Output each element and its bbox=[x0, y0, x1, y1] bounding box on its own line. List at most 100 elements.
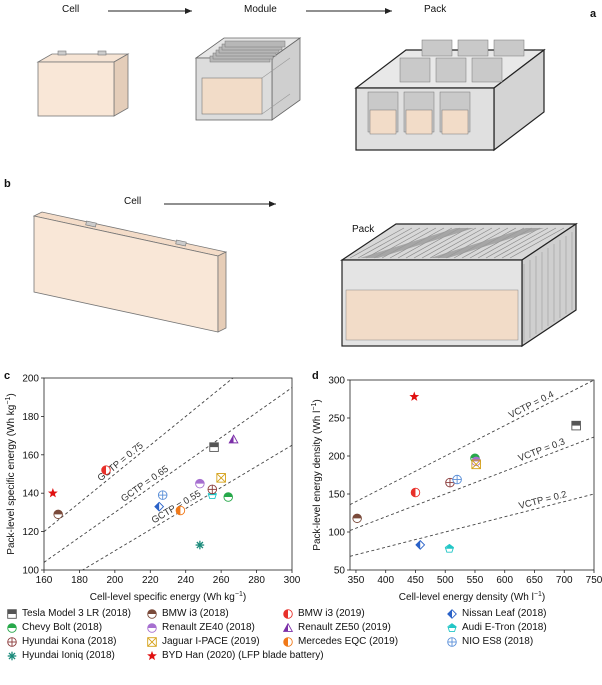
legend-item-byd-han-2020-lfp-blade-battery: BYD Han (2020) (LFP blade battery) bbox=[146, 650, 324, 662]
chart-c-point-renault-ze50-2019 bbox=[228, 434, 239, 444]
legend-item-tesla-model-3-lr-2018: Tesla Model 3 LR (2018) bbox=[6, 608, 131, 620]
legend-marker-icon bbox=[7, 637, 17, 647]
chart-c-xtick-label: 300 bbox=[284, 575, 300, 586]
chart-c-xtick-label: 220 bbox=[142, 575, 159, 586]
legend-marker-icon bbox=[447, 609, 457, 619]
chart-d-xtick-label: 550 bbox=[467, 575, 484, 586]
module-illustration-a bbox=[194, 37, 302, 121]
chart-c-xtick-label: 180 bbox=[71, 575, 88, 586]
blade-cell-illustration-b bbox=[32, 211, 228, 333]
chart-d-xtick-label: 350 bbox=[348, 575, 365, 586]
blade-pack-illustration-b bbox=[340, 222, 578, 348]
pack-illustration-a bbox=[354, 39, 546, 152]
legend-marker-icon bbox=[7, 623, 17, 633]
chart-c-xtick-label: 160 bbox=[36, 575, 53, 586]
chart-d-xtick-label: 450 bbox=[407, 575, 424, 586]
legend-marker-icon bbox=[147, 650, 157, 661]
legend-item-jaguar-i-pace-2019: Jaguar I-PACE (2019) bbox=[146, 636, 260, 648]
legend-label: Jaguar I-PACE (2019) bbox=[162, 636, 260, 647]
chart-c-point-jaguar-i-pace-2019 bbox=[216, 473, 226, 483]
chart-c-point-mercedes-eqc-2019 bbox=[175, 505, 186, 516]
legend-label: BMW i3 (2018) bbox=[162, 608, 229, 619]
chart-c-point-chevy-bolt-2018 bbox=[223, 492, 233, 502]
legend-label: BYD Han (2020) (LFP blade battery) bbox=[162, 650, 324, 661]
panel-label-c: c bbox=[4, 370, 11, 382]
chart-d-ytick-label: 250 bbox=[328, 414, 345, 425]
chart-c-point-bmw-i3-2019 bbox=[101, 465, 111, 475]
chart-d-ytick-label: 50 bbox=[334, 566, 346, 577]
chart-d-point-audi-e-tron-2018 bbox=[444, 543, 455, 553]
chart-d-ytick-label: 150 bbox=[328, 490, 345, 501]
chart-d-xlabel: Cell-level energy density (Wh l−1) bbox=[399, 591, 545, 603]
legend-item-mercedes-eqc-2019: Mercedes EQC (2019) bbox=[282, 636, 398, 648]
legend-marker-icon bbox=[283, 609, 293, 619]
legend-item-renault-ze50-2019: Renault ZE50 (2019) bbox=[282, 622, 391, 634]
chart-c-ytick-label: 160 bbox=[22, 450, 39, 461]
chart-c-xtick-label: 200 bbox=[107, 575, 124, 586]
chart-c-ratio-line-gctp-0-75 bbox=[44, 378, 234, 532]
legend-label: Audi E-Tron (2018) bbox=[462, 622, 547, 633]
legend-label: NIO ES8 (2018) bbox=[462, 636, 534, 647]
legend-item-nissan-leaf-2018: Nissan Leaf (2018) bbox=[446, 608, 547, 620]
chart-c-ylabel: Pack-level specific energy (Wh kg−1) bbox=[5, 393, 17, 554]
chart-c-xlabel: Cell-level specific energy (Wh kg−1) bbox=[90, 591, 246, 603]
chart-d-ratio-label-vctp-0-3: VCTP = 0.3 bbox=[517, 436, 567, 464]
legend-item-bmw-i3-2019: BMW i3 (2019) bbox=[282, 608, 365, 620]
chart-d-ytick-label: 100 bbox=[328, 528, 345, 539]
chart-d-xtick-label: 650 bbox=[526, 575, 543, 586]
chart-c-point-hyundai-kona-2018 bbox=[207, 484, 218, 495]
legend-marker-icon bbox=[147, 623, 157, 633]
legend-label: Nissan Leaf (2018) bbox=[462, 608, 547, 619]
chart-d-ytick-label: 200 bbox=[328, 452, 345, 463]
legend-marker-icon bbox=[7, 609, 17, 619]
legend-label: BMW i3 (2019) bbox=[298, 608, 365, 619]
legend-marker-icon bbox=[447, 637, 457, 647]
legend-item-chevy-bolt-2018: Chevy Bolt (2018) bbox=[6, 622, 102, 634]
chart-c-point-nio-es8-2018 bbox=[157, 490, 168, 500]
chart-d-point-bmw-i3-2018 bbox=[352, 513, 362, 524]
chart-d-ratio-line-vctp-0-2 bbox=[350, 493, 594, 557]
legend: Tesla Model 3 LR (2018) BMW i3 (2018) BMW … bbox=[6, 608, 602, 680]
chart-c-point-tesla-model-3-lr-2018 bbox=[209, 442, 219, 452]
chart-c-ratio-label-gctp-0-75: GCTP = 0.75 bbox=[96, 440, 146, 484]
chart-c-ytick-label: 180 bbox=[22, 412, 39, 423]
legend-item-audi-e-tron-2018: Audi E-Tron (2018) bbox=[446, 622, 547, 634]
chart-c-xtick-label: 260 bbox=[213, 575, 230, 586]
chart-c-ytick-label: 140 bbox=[22, 489, 39, 500]
chart-d-point-nissan-leaf-2018 bbox=[415, 539, 426, 550]
legend-marker-icon bbox=[282, 622, 294, 632]
chart-c-xtick-label: 280 bbox=[248, 575, 265, 586]
legend-label: Hyundai Kona (2018) bbox=[22, 636, 117, 647]
chart-c-point-hyundai-ioniq-2018 bbox=[195, 540, 205, 550]
legend-label: Tesla Model 3 LR (2018) bbox=[22, 608, 131, 619]
chart-c-plot-frame bbox=[43, 377, 293, 571]
legend-marker-icon bbox=[447, 623, 457, 632]
chart-c-ratio-line-gctp-0-55 bbox=[81, 444, 292, 570]
chart-d-point-tesla-model-3-lr-2018 bbox=[571, 420, 581, 431]
chart-d-ratio-label-vctp-0-2: VCTP = 0.2 bbox=[518, 489, 568, 512]
chart-c-point-byd-han-2020-lfp-blade-battery bbox=[47, 488, 58, 498]
panel-label-a: a bbox=[590, 8, 597, 20]
legend-label: Chevy Bolt (2018) bbox=[22, 622, 103, 633]
chart-d-xtick-label: 500 bbox=[437, 575, 454, 586]
cell-label-b: Cell bbox=[124, 196, 142, 207]
legend-label: Renault ZE40 (2018) bbox=[162, 622, 255, 633]
pack-label-a: Pack bbox=[424, 4, 447, 15]
legend-item-renault-ze40-2018: Renault ZE40 (2018) bbox=[146, 622, 255, 634]
chart-d-xtick-label: 750 bbox=[586, 575, 602, 586]
legend-label: Mercedes EQC (2019) bbox=[298, 636, 399, 647]
cell-illustration-a bbox=[36, 50, 130, 117]
chart-d-xtick-label: 600 bbox=[496, 575, 513, 586]
chart-d-point-nio-es8-2018 bbox=[452, 474, 462, 485]
chart-c-ytick-label: 200 bbox=[22, 374, 39, 385]
chart-d-point-byd-han-2020-lfp-blade-battery bbox=[409, 391, 420, 401]
chart-d-xtick-label: 700 bbox=[556, 575, 573, 586]
chart-d-point-jaguar-i-pace-2019 bbox=[471, 459, 481, 470]
chart-c-ytick-label: 120 bbox=[22, 527, 39, 538]
chart-c-ratio-line-gctp-0-65 bbox=[44, 387, 292, 563]
chart-c-point-nissan-leaf-2018 bbox=[154, 501, 165, 512]
chart-d-xtick-label: 400 bbox=[377, 575, 394, 586]
chart-d-ratio-line-vctp-0-3 bbox=[350, 436, 594, 531]
legend-marker-icon bbox=[147, 609, 157, 619]
